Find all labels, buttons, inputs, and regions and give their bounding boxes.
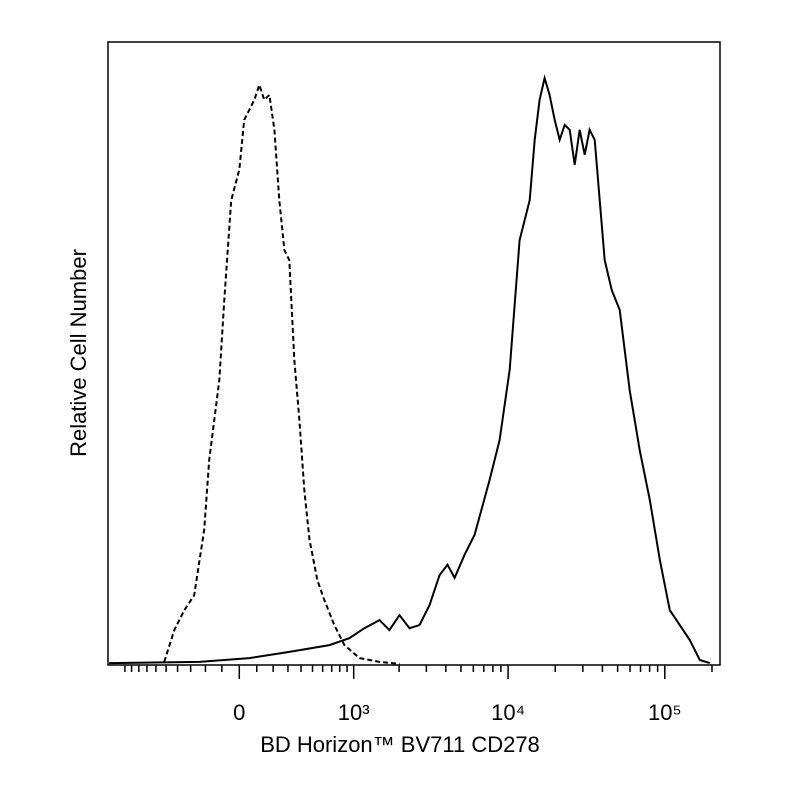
x-tick-label: 10³ (338, 700, 370, 725)
x-tick-label: 0 (233, 700, 245, 725)
histogram-line (163, 81, 400, 665)
plot-frame (107, 41, 721, 666)
x-tick-label: 10⁴ (491, 700, 525, 725)
y-axis-label: Relative Cell Number (66, 249, 91, 457)
x-axis-label: BD Horizon™ BV711 CD278 (260, 732, 540, 757)
x-tick-label: 10⁵ (648, 700, 682, 725)
histogram-line (109, 74, 711, 665)
